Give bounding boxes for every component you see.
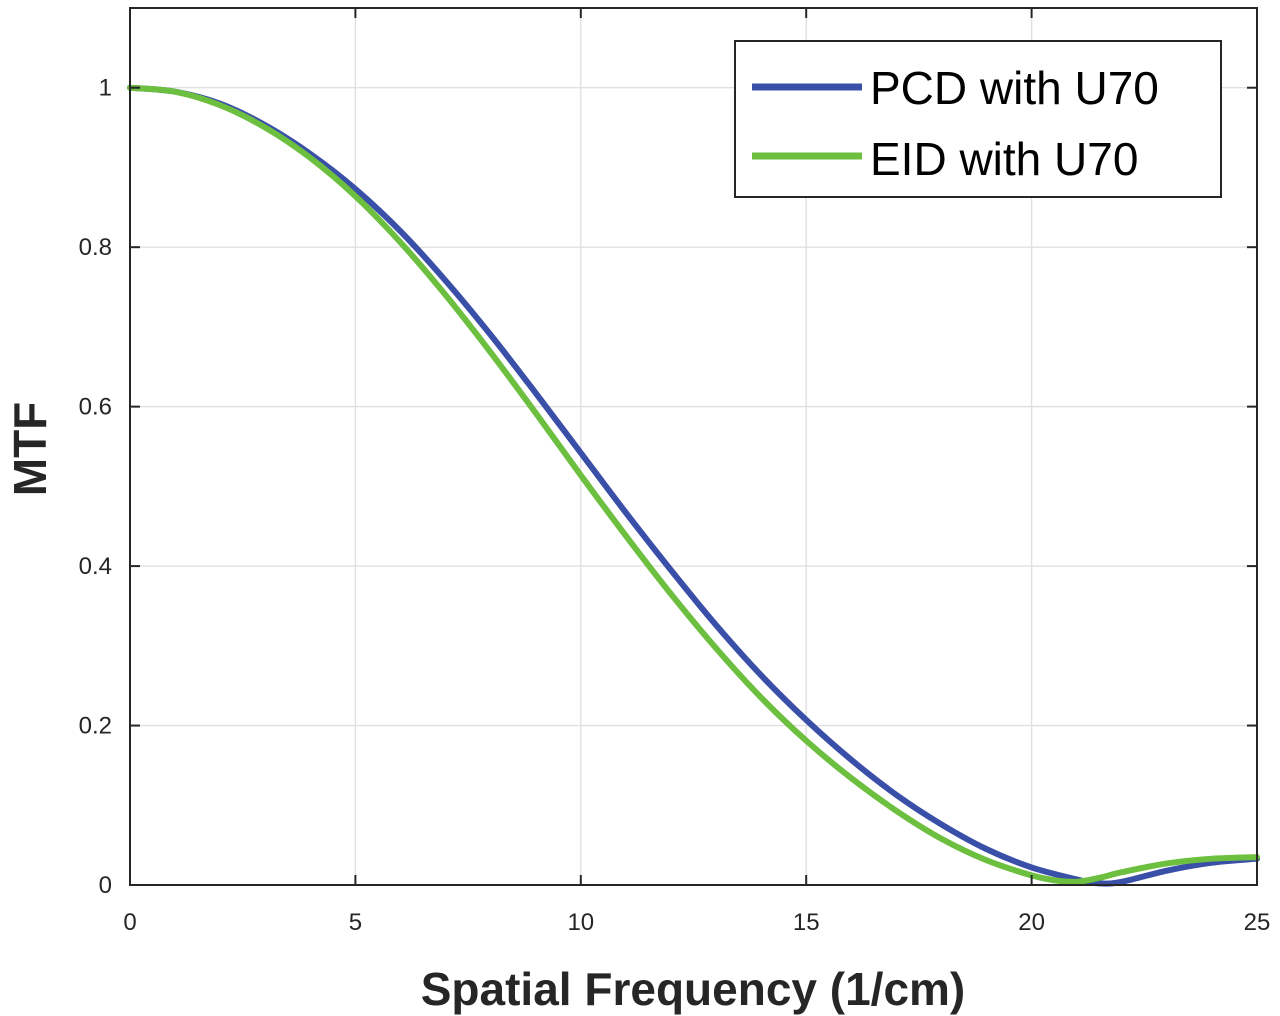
x-axis-title: Spatial Frequency (1/cm) — [421, 963, 966, 1015]
legend-label-pcd: PCD with U70 — [870, 62, 1159, 114]
series-line-pcd — [127, 84, 1260, 887]
series-line-eid — [127, 84, 1260, 885]
y-tick-label: 0.6 — [79, 394, 112, 421]
x-tick-label: 0 — [123, 909, 136, 936]
x-tick-label: 10 — [567, 909, 594, 936]
y-tick-label: 1 — [99, 75, 112, 102]
legend-label-eid: EID with U70 — [870, 133, 1138, 185]
y-axis-title: MTF — [4, 402, 56, 497]
plot-frame — [129, 7, 1258, 886]
series-lines — [127, 84, 1260, 887]
legend-box — [734, 40, 1222, 198]
ticks: 0 5 10 15 20 25 0 0.2 0.4 0.6 0.8 1 — [79, 8, 1271, 936]
y-tick-label: 0 — [99, 872, 112, 899]
x-tick-label: 20 — [1018, 909, 1045, 936]
y-tick-label: 0.2 — [79, 713, 112, 740]
x-tick-label: 25 — [1244, 909, 1271, 936]
legend: PCD with U70 EID with U70 — [734, 40, 1222, 198]
y-tick-label: 0.8 — [79, 234, 112, 261]
x-tick-label: 15 — [793, 909, 820, 936]
y-tick-label: 0.4 — [79, 553, 112, 580]
x-tick-label: 5 — [349, 909, 362, 936]
